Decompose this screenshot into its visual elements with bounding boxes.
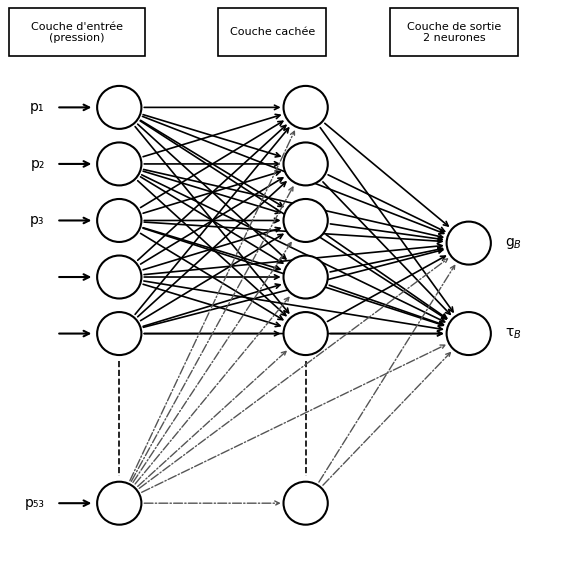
Ellipse shape [283, 199, 328, 242]
FancyBboxPatch shape [218, 9, 326, 57]
Text: g$_B$: g$_B$ [506, 236, 523, 251]
Ellipse shape [97, 199, 141, 242]
Ellipse shape [97, 482, 141, 525]
Text: Couche d'entrée
(pression): Couche d'entrée (pression) [31, 22, 123, 43]
Ellipse shape [283, 482, 328, 525]
FancyBboxPatch shape [390, 9, 518, 57]
FancyBboxPatch shape [9, 9, 145, 57]
Text: p₃: p₃ [30, 214, 45, 227]
Ellipse shape [97, 86, 141, 129]
Text: p₅₃: p₅₃ [25, 496, 45, 510]
Ellipse shape [283, 256, 328, 299]
Ellipse shape [97, 142, 141, 186]
Text: Couche cachée: Couche cachée [229, 27, 315, 38]
Text: Couche de sortie
2 neurones: Couche de sortie 2 neurones [407, 22, 502, 43]
Ellipse shape [447, 222, 491, 264]
Ellipse shape [283, 312, 328, 355]
Ellipse shape [283, 86, 328, 129]
Ellipse shape [97, 256, 141, 299]
Text: p₁: p₁ [30, 100, 45, 114]
Ellipse shape [97, 312, 141, 355]
Ellipse shape [447, 312, 491, 355]
Ellipse shape [283, 142, 328, 186]
Text: τ$_B$: τ$_B$ [506, 327, 522, 341]
Text: p₂: p₂ [31, 157, 45, 171]
